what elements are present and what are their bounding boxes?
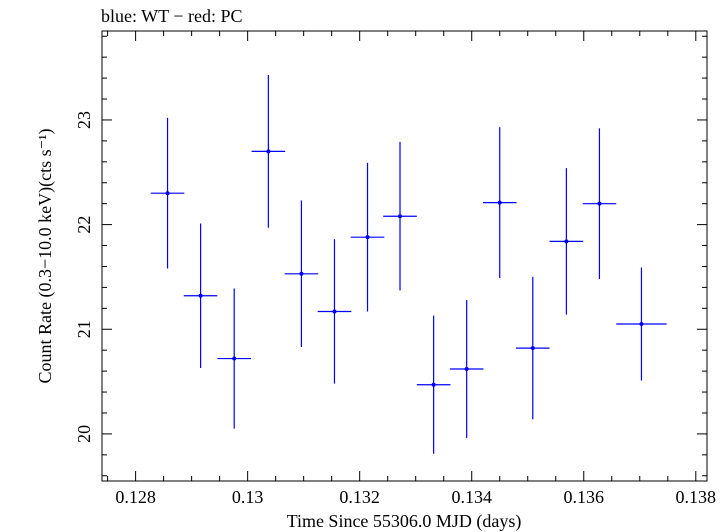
point-marker (464, 367, 469, 372)
x-tick-label: 0.136 (564, 487, 605, 507)
point-marker (365, 235, 370, 240)
data-point (616, 267, 667, 381)
data-point (251, 74, 286, 228)
data-point (217, 288, 252, 429)
data-point (482, 127, 517, 278)
y-axis-label: Count Rate (0.3−10.0 keV)(cts s⁻¹) (35, 128, 56, 383)
point-marker (597, 201, 602, 206)
axis-ticks (102, 31, 707, 481)
data-point (549, 168, 584, 315)
data-point (317, 239, 352, 384)
data-point (582, 128, 617, 280)
point-marker (530, 346, 535, 351)
point-marker (232, 356, 237, 361)
point-marker (398, 214, 403, 219)
point-marker (431, 382, 436, 387)
data-point (150, 117, 185, 269)
y-tick-label: 23 (74, 111, 94, 129)
point-marker (639, 322, 644, 327)
data-point (515, 276, 550, 420)
data-point (449, 299, 484, 439)
x-axis-label: Time Since 55306.0 MJD (days) (287, 511, 522, 532)
point-marker (299, 271, 304, 276)
y-tick-label: 22 (74, 216, 94, 234)
point-marker (165, 191, 170, 196)
x-tick-label: 0.128 (115, 487, 156, 507)
chart-title: blue: WT − red: PC (101, 6, 242, 26)
x-tick-label: 0.138 (676, 487, 717, 507)
plot-frame (101, 30, 708, 482)
data-point (416, 315, 451, 454)
point-marker (332, 309, 337, 314)
x-tick-label: 0.13 (232, 487, 264, 507)
y-tick-label: 20 (74, 425, 94, 443)
axis-tick-labels: 0.128 0.13 0.132 0.134 0.136 0.138 20 21 22 23 (74, 111, 716, 507)
data-point (350, 162, 385, 312)
point-marker (198, 293, 203, 298)
point-marker (564, 239, 569, 244)
x-tick-label: 0.132 (339, 487, 380, 507)
x-tick-label: 0.134 (451, 487, 492, 507)
data-point (284, 200, 319, 348)
data-points (150, 74, 667, 454)
data-point (383, 141, 417, 291)
point-marker (266, 149, 271, 154)
data-point (183, 223, 218, 368)
y-tick-label: 21 (74, 320, 94, 338)
point-marker (497, 200, 502, 205)
